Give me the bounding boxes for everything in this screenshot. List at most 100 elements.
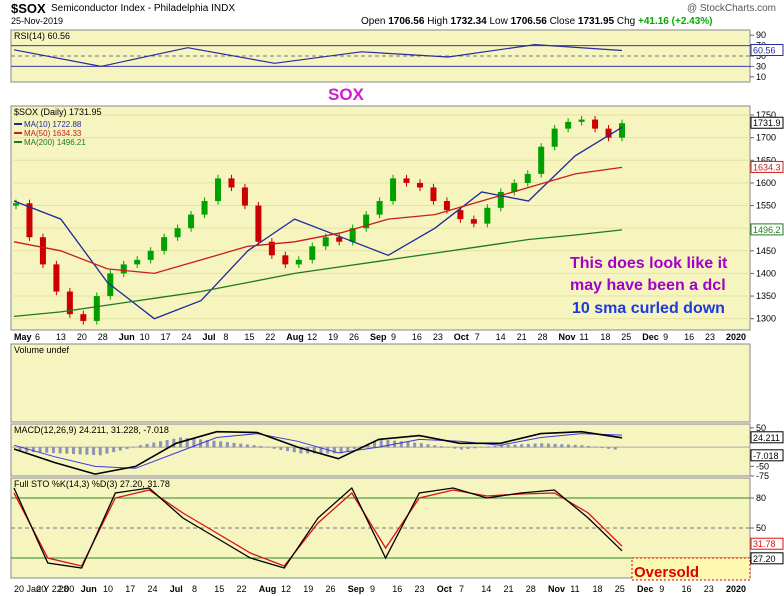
candle-body-34 [470,219,477,224]
price-x-label-15: 19 [328,332,338,342]
price-tick-9: 1300 [756,314,776,324]
rsi-tick-3: 30 [756,61,766,71]
price-x-label-33: 23 [705,332,715,342]
price-x-label-20: 23 [433,332,443,342]
price-last-label-1: 1634.3 [753,162,781,172]
macd-hist-bar-6-1 [265,447,269,448]
macd-hist-bar-1-1 [65,447,69,454]
macd-hist-bar-9-1 [386,440,390,448]
price-x-label-6: 10 [140,332,150,342]
sto-d-line [13,489,623,567]
price-x-label-23: 14 [496,332,506,342]
candle-body-17 [241,187,248,206]
macd-last-label-0: 24.211 [753,433,780,443]
price-x-label-29: 25 [621,332,631,342]
macd-hist-bar-13-5 [573,444,577,448]
macd-hist-bar-5-0 [219,441,223,448]
macd-hist-bar-9-5 [413,442,417,448]
ma-line-2 [13,229,623,318]
sto-x-label-13: 19 [303,584,313,594]
chg-label: Chg [616,16,636,27]
macd-hist-bar-2-1 [105,447,109,454]
candle-body-6 [93,296,100,321]
sto-tick-0: 80 [756,493,766,503]
macd-hist-bar-12-3 [520,444,524,448]
macd-hist-bar-0-0 [18,447,22,452]
sto-x-label-26: 18 [593,584,603,594]
macd-hist-bar-10-1 [426,444,430,448]
macd-hist-bar-6-3 [279,447,283,450]
macd-hist-bar-14-0 [580,445,584,448]
candle-body-21 [295,259,302,265]
candle-body-2 [39,237,46,265]
price-x-label-11: 15 [244,332,254,342]
macd-tick-4: -75 [756,471,769,481]
sox-annotation: SOX [328,85,365,104]
macd-hist-bar-5-1 [225,442,229,448]
macd-hist-bar-11-4 [486,446,490,448]
macd-hist-bar-6-5 [292,447,296,453]
sto-last-label-k: 27.20 [753,554,776,564]
sto-x-label-25: 11 [570,584,579,594]
macd-hist-bar-10-2 [433,445,437,448]
macd-hist-bar-4-2 [192,438,196,448]
price-tick-1: 1700 [756,133,776,143]
candle-body-11 [161,237,168,251]
sto-x-label-6: 24 [148,584,158,594]
macd-hist-bar-11-3 [480,447,484,448]
macd-last-label-0-box [750,431,784,444]
rsi-last-label-box [750,44,784,57]
low-label: Low [489,16,508,27]
macd-hist-bar-5-4 [245,444,249,448]
sto-x-label-0: 20 Jan Y 22:00 [14,584,74,594]
candle-body-32 [443,201,450,211]
candle-body-29 [403,178,410,183]
macd-hist-bar-0-1 [25,447,29,452]
price-tick-3: 1600 [756,178,776,188]
price-tick-4: 1550 [756,201,776,211]
sto-panel [10,477,751,579]
ma-line-1 [13,166,623,275]
price-tick-7: 1400 [756,268,776,278]
sto-last-label-d-box [750,537,784,550]
macd-hist-bar-4-1 [185,438,189,448]
oversold-box [631,557,751,581]
candle-body-22 [309,246,316,260]
candle-body-39 [538,146,545,174]
macd-hist-bar-7-0 [299,447,303,454]
sto-x-label-3: Jun [81,584,97,594]
sto-x-label-23: 28 [526,584,536,594]
volume-legend: Volume undef [14,345,70,355]
price-x-label-22: 7 [475,332,480,342]
macd-tick-3: -50 [756,461,769,471]
sto-x-label-29: 9 [659,584,664,594]
candle-body-0 [13,203,19,206]
annotation-line-2: may have been a dcl [570,277,726,294]
price-x-label-2: 13 [56,332,66,342]
open-value: 1706.56 [388,16,425,27]
macd-hist-bar-0-5 [51,447,55,454]
annotation-line-3: 10 sma curled down [572,300,725,317]
macd-hist-bar-8-5 [373,441,377,448]
candle-body-3 [53,264,60,292]
candle-body-43 [592,119,599,129]
price-last-label-2: 1496.2 [753,225,781,235]
candle-body-20 [282,255,289,265]
macd-hist-bar-4-5 [212,440,216,448]
sto-x-label-27: 25 [615,584,625,594]
ma-line-0 [13,126,623,320]
price-tick-2: 1650 [756,155,776,165]
macd-hist-bar-5-5 [252,445,256,448]
rsi-last-label: 60.56 [753,46,776,56]
candle-body-9 [134,259,141,265]
candle-body-1 [26,203,33,238]
symbol: $SOX [11,1,46,16]
price-x-label-32: 16 [684,332,694,342]
price-legend: $SOX (Daily) 1731.95 [14,107,102,117]
macd-line [13,430,623,475]
price-panel [10,105,751,331]
macd-hist-bar-0-4 [45,447,49,453]
price-x-label-28: 18 [600,332,610,342]
macd-hist-bar-5-3 [239,443,243,448]
price-last-label-2-box [750,223,784,236]
